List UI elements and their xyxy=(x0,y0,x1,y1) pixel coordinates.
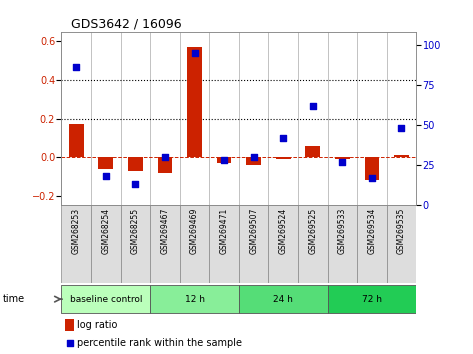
Bar xyxy=(121,205,150,283)
Bar xyxy=(394,155,409,157)
Point xyxy=(102,173,110,179)
Point xyxy=(280,135,287,141)
Bar xyxy=(150,205,180,283)
Bar xyxy=(239,205,269,283)
Point xyxy=(131,182,139,187)
Point xyxy=(191,50,198,56)
Text: percentile rank within the sample: percentile rank within the sample xyxy=(78,338,243,348)
Bar xyxy=(128,157,143,171)
Point xyxy=(161,154,169,160)
Text: 24 h: 24 h xyxy=(273,295,293,304)
Bar xyxy=(239,285,327,314)
Bar xyxy=(150,285,239,314)
Bar xyxy=(187,47,202,157)
Text: GSM269471: GSM269471 xyxy=(219,208,228,254)
Bar xyxy=(98,157,113,169)
Text: GSM269469: GSM269469 xyxy=(190,208,199,254)
Bar xyxy=(65,319,74,331)
Text: GSM268255: GSM268255 xyxy=(131,208,140,254)
Bar xyxy=(387,205,416,283)
Text: log ratio: log ratio xyxy=(78,320,118,330)
Bar xyxy=(246,157,261,165)
Text: GSM269467: GSM269467 xyxy=(160,208,169,254)
Text: GDS3642 / 16096: GDS3642 / 16096 xyxy=(71,17,182,30)
Bar xyxy=(268,205,298,283)
Text: time: time xyxy=(2,294,25,304)
Bar xyxy=(276,157,290,159)
Text: baseline control: baseline control xyxy=(70,295,142,304)
Bar xyxy=(365,157,379,180)
Bar xyxy=(180,205,209,283)
Point xyxy=(339,159,346,165)
Point xyxy=(250,154,257,160)
Text: 72 h: 72 h xyxy=(362,295,382,304)
Point xyxy=(72,64,80,70)
Bar xyxy=(61,205,91,283)
Point xyxy=(368,175,376,181)
Bar xyxy=(357,205,387,283)
Bar xyxy=(69,124,84,157)
Text: GSM269524: GSM269524 xyxy=(279,208,288,254)
Bar xyxy=(91,205,121,283)
Text: GSM269535: GSM269535 xyxy=(397,208,406,254)
Text: GSM269534: GSM269534 xyxy=(368,208,377,254)
Bar xyxy=(217,157,231,163)
Text: GSM268254: GSM268254 xyxy=(101,208,110,254)
Point xyxy=(398,125,405,131)
Bar xyxy=(335,157,350,159)
Bar xyxy=(209,205,239,283)
Bar xyxy=(327,285,416,314)
Point xyxy=(309,103,316,109)
Bar xyxy=(306,145,320,157)
Bar xyxy=(158,157,172,172)
Bar xyxy=(327,205,357,283)
Text: 12 h: 12 h xyxy=(184,295,204,304)
Bar xyxy=(61,285,150,314)
Text: GSM269507: GSM269507 xyxy=(249,208,258,254)
Point xyxy=(220,158,228,163)
Text: GSM269525: GSM269525 xyxy=(308,208,317,254)
Text: GSM269533: GSM269533 xyxy=(338,208,347,254)
Point xyxy=(66,340,73,346)
Text: GSM268253: GSM268253 xyxy=(72,208,81,254)
Bar xyxy=(298,205,327,283)
